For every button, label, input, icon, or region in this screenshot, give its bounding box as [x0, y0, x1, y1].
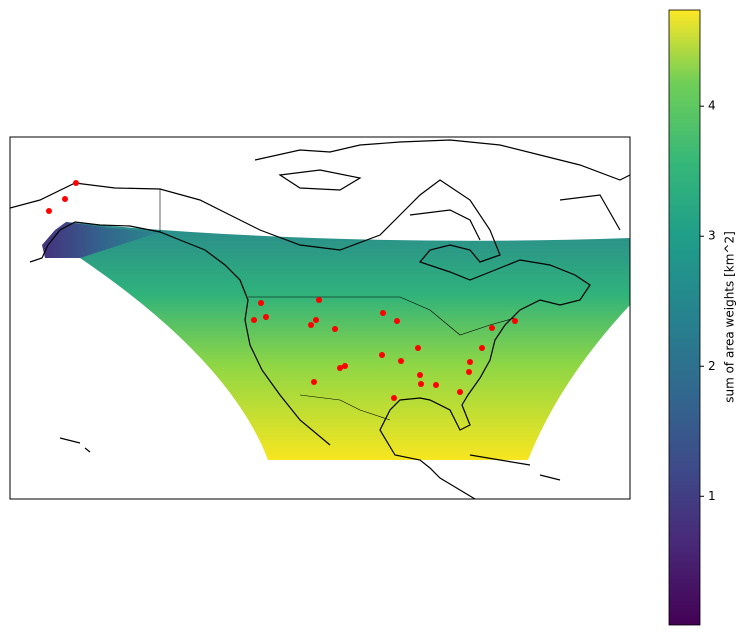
station-point [258, 300, 264, 306]
station-point [379, 352, 385, 358]
station-point [380, 310, 386, 316]
station-point [394, 318, 400, 324]
station-point [342, 363, 348, 369]
station-point [316, 297, 322, 303]
border [159, 189, 516, 421]
coastline [254, 139, 630, 241]
station-point [337, 365, 343, 371]
data-field [66, 222, 630, 460]
station-point [313, 317, 319, 323]
station-point [251, 317, 257, 323]
station-point [418, 381, 424, 387]
station-point [479, 345, 485, 351]
station-point [467, 359, 473, 365]
station-point [489, 325, 495, 331]
station-point [466, 369, 472, 375]
station-point [433, 382, 439, 388]
station-point [332, 326, 338, 332]
station-point [391, 395, 397, 401]
colorbar-tick-label: 3 [708, 229, 716, 243]
colorbar-tick-label: 1 [708, 489, 716, 503]
station-point [308, 322, 314, 328]
station-point [417, 372, 423, 378]
colorbar [668, 9, 701, 626]
colorbar-tick-label: 4 [708, 99, 716, 113]
station-point [263, 314, 269, 320]
station-point [415, 345, 421, 351]
station-point [73, 180, 79, 186]
station-point [398, 358, 404, 364]
station-point [311, 379, 317, 385]
data-field-west [42, 222, 160, 258]
station-point [46, 208, 52, 214]
stations [46, 180, 518, 401]
station-point [457, 389, 463, 395]
coastline [59, 437, 561, 481]
station-point [62, 196, 68, 202]
station-point [512, 318, 518, 324]
colorbar-label: sum of area weights [km^2] [723, 231, 737, 403]
colorbar-tick-label: 2 [708, 359, 716, 373]
coastline [10, 179, 591, 499]
map [10, 139, 630, 499]
map-frame [9, 136, 631, 500]
